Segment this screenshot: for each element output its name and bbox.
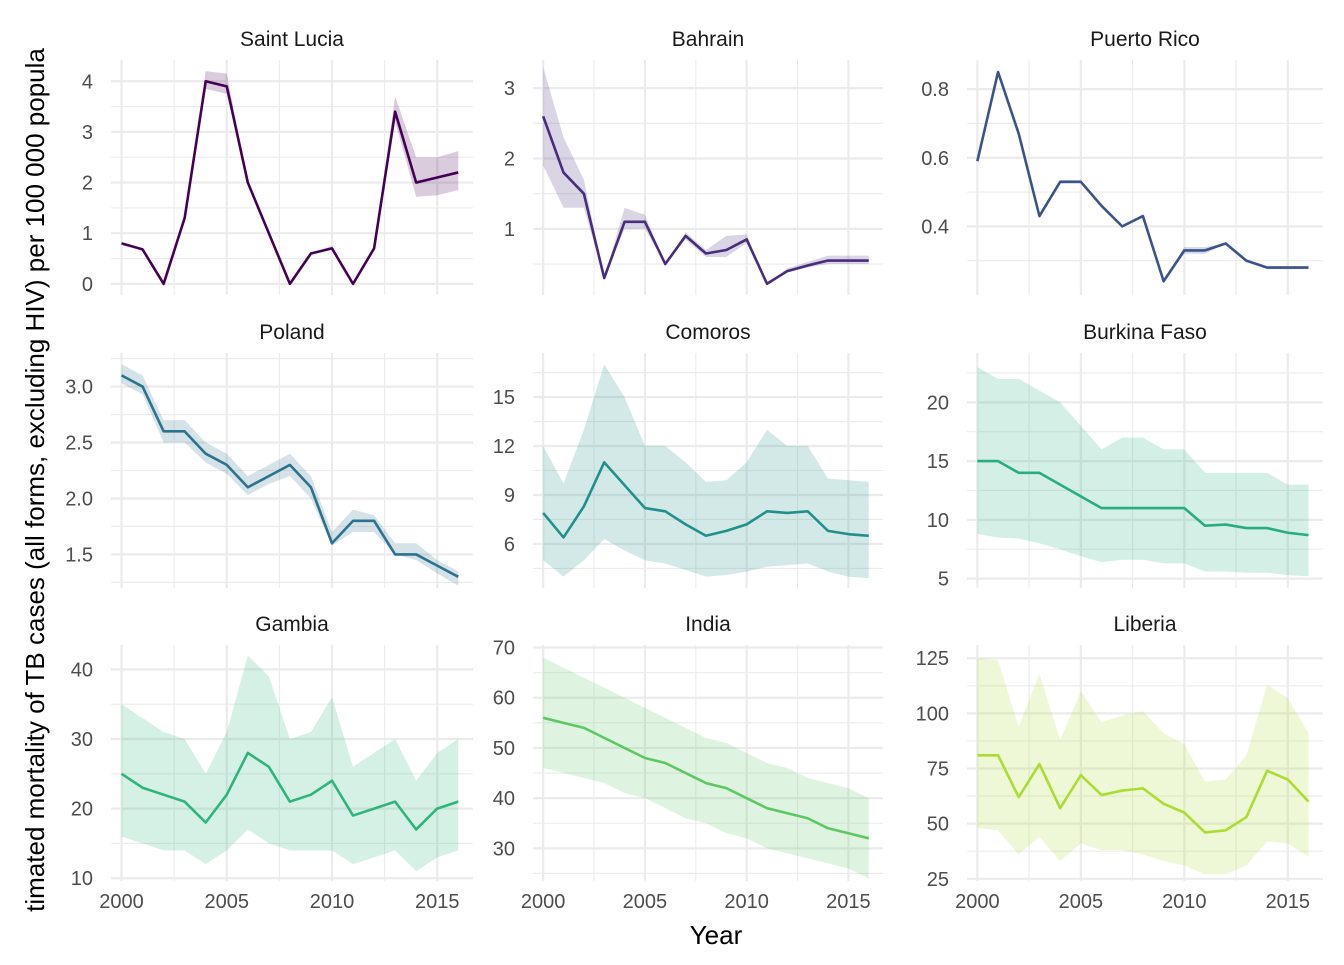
panel-title: Burkina Faso <box>1083 321 1207 344</box>
panel-title: Saint Lucia <box>240 28 344 51</box>
y-tick-label: 2 <box>504 149 515 171</box>
confidence-band <box>121 71 459 284</box>
y-tick-label: 9 <box>504 485 515 507</box>
panel-liberia: Liberia 25 50 75 100 125 2000 2005 2010 2015 <box>916 613 1323 913</box>
x-tick-label: 2005 <box>205 891 250 913</box>
y-tick-label: 20 <box>927 392 949 414</box>
x-tick-label: 2005 <box>623 891 668 913</box>
confidence-band <box>121 655 459 872</box>
y-tick-label: 40 <box>493 788 515 810</box>
series-line <box>977 753 1310 834</box>
series-line <box>121 79 459 286</box>
y-tick-label: 10 <box>927 510 949 532</box>
panel-poland: Poland 1.5 2.0 2.5 3.0 <box>65 321 473 588</box>
x-tick-label: 2010 <box>310 891 355 913</box>
x-tick-label: 2010 <box>1162 891 1207 913</box>
y-tick-label: 1.5 <box>65 544 93 566</box>
y-tick-label: 4 <box>82 71 93 93</box>
y-tick-label: 25 <box>927 869 949 891</box>
x-axis-title: Year <box>690 920 743 950</box>
y-tick-label: 15 <box>927 451 949 473</box>
panel-gambia: Gambia 10 20 30 40 2000 2005 2010 2015 <box>71 613 473 913</box>
y-tick-label: 15 <box>493 387 515 409</box>
x-tick-label: 2015 <box>826 891 871 913</box>
y-tick-label: 3 <box>82 122 93 144</box>
y-tick-label: 0.4 <box>921 216 949 238</box>
y-tick-label: 0.6 <box>921 148 949 170</box>
y-tick-label: 0.8 <box>921 79 949 101</box>
x-tick-label: 2015 <box>1266 891 1311 913</box>
x-tick-label: 2015 <box>415 891 460 913</box>
confidence-band <box>121 364 459 586</box>
y-tick-label: 2 <box>82 173 93 195</box>
x-tick-label: 2000 <box>99 891 144 913</box>
y-tick-label: 10 <box>71 868 93 890</box>
panel-comoros: Comoros 6 9 12 15 <box>493 321 883 588</box>
panel-title: India <box>685 613 731 636</box>
series-line <box>120 751 459 831</box>
y-tick-label: 75 <box>927 759 949 781</box>
x-tick-label: 2000 <box>521 891 566 913</box>
series-line <box>120 374 459 578</box>
y-tick-label: 0 <box>82 274 93 296</box>
y-axis-title: timated mortality of TB cases (all forms… <box>20 48 50 912</box>
confidence-band <box>543 67 869 284</box>
y-tick-label: 6 <box>504 534 515 556</box>
panel-title: Bahrain <box>672 28 744 51</box>
panel-bahrain: Bahrain 1 2 3 <box>504 28 883 295</box>
y-tick-label: 30 <box>493 838 515 860</box>
y-tick-label: 30 <box>71 729 93 751</box>
y-tick-label: 2.0 <box>65 488 93 510</box>
series-line <box>542 716 870 840</box>
panel-title: Puerto Rico <box>1090 28 1200 51</box>
x-tick-label: 2005 <box>1059 891 1104 913</box>
y-tick-label: 1 <box>504 219 515 241</box>
panel-saint-lucia: Saint Lucia 0 1 2 3 4 <box>82 28 473 296</box>
panel-india: India 30 40 50 60 70 2000 2005 2010 2015 <box>493 613 883 913</box>
y-tick-label: 3.0 <box>65 377 93 399</box>
y-tick-label: 50 <box>927 814 949 836</box>
y-tick-label: 40 <box>71 659 93 681</box>
panel-title: Gambia <box>255 613 329 636</box>
series-line <box>977 459 1309 537</box>
series-line <box>541 115 869 286</box>
y-tick-label: 70 <box>493 638 515 660</box>
series-line <box>976 70 1309 283</box>
panel-title: Liberia <box>1113 613 1176 636</box>
y-tick-label: 50 <box>493 738 515 760</box>
y-tick-label: 60 <box>493 688 515 710</box>
y-tick-label: 2.5 <box>65 433 93 455</box>
y-tick-label: 3 <box>504 78 515 100</box>
y-tick-label: 100 <box>916 703 949 725</box>
panel-title: Comoros <box>665 321 750 344</box>
confidence-band <box>543 657 869 879</box>
confidence-band <box>977 72 1309 282</box>
panel-burkina-faso: Burkina Faso 5 10 15 20 <box>927 321 1323 591</box>
x-tick-label: 2000 <box>955 891 1000 913</box>
x-tick-label: 2010 <box>724 891 769 913</box>
confidence-band <box>543 364 869 579</box>
y-tick-label: 125 <box>916 648 949 670</box>
y-tick-label: 12 <box>493 436 515 458</box>
y-tick-label: 5 <box>938 569 949 591</box>
y-tick-label: 1 <box>82 223 93 245</box>
series-line <box>542 461 869 539</box>
panel-title: Poland <box>259 321 324 344</box>
confidence-band <box>977 658 1309 875</box>
y-tick-label: 20 <box>71 799 93 821</box>
panel-puerto-rico: Puerto Rico 0.4 0.6 0.8 <box>921 28 1323 295</box>
